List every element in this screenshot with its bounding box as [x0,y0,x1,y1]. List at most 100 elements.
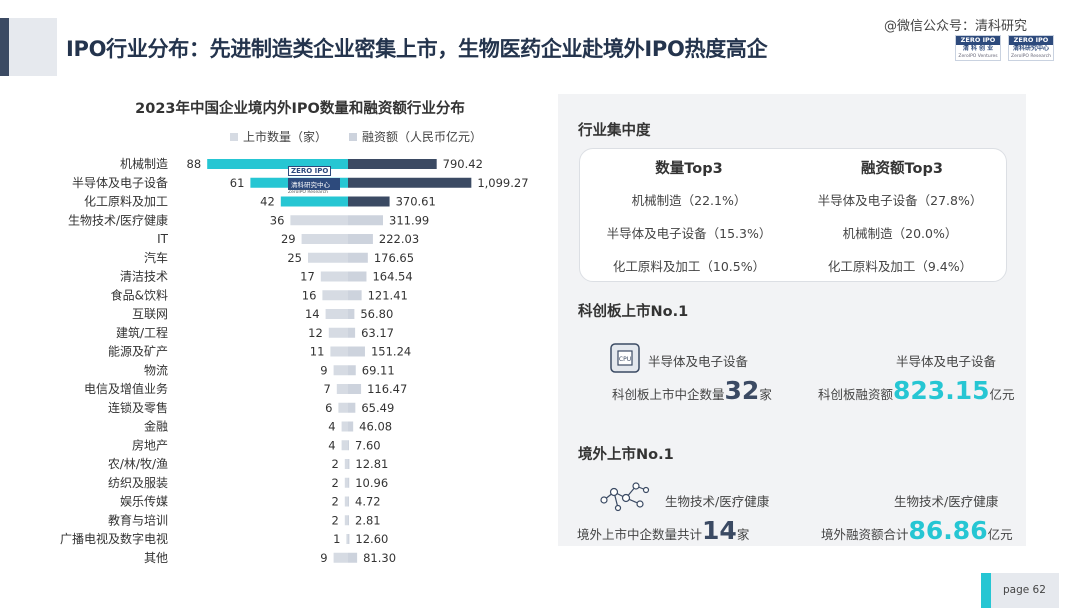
count-bar [344,477,348,488]
amount-bar [348,384,362,394]
amount-data-label: 164.54 [372,270,412,284]
amount-bar [348,515,349,526]
amount-data-label: 69.11 [362,363,395,377]
amount-bar [348,290,362,301]
category-label: 物流 [144,363,168,377]
count-bar [344,515,348,526]
count-data-label: 6 [325,401,332,415]
amount-data-label: 311.99 [389,213,429,227]
count-bar [280,196,348,207]
legend-item-amount: 融资额（人民币亿元） [349,128,482,145]
amount-data-label: 46.08 [359,420,392,434]
count-data-label: 1 [333,532,340,546]
count-top3-item: 半导体及电子设备（15.3%） [606,226,772,241]
star-amount-value: 823.15 [893,376,990,405]
amount-data-label: 222.03 [379,232,419,246]
header-accent-bar [0,18,9,76]
count-data-label: 11 [310,345,325,359]
amount-top3-item: 半导体及电子设备（27.8%） [817,193,983,208]
chart-legend: 上市数量（家） 融资额（人民币亿元） [230,128,482,145]
molecule-network-icon [600,482,650,512]
count-data-label: 4 [328,420,335,434]
amount-data-label: 4.72 [355,495,381,509]
count-data-label: 2 [331,476,338,490]
category-label: 化工原料及加工 [84,195,168,209]
count-bar [341,440,348,451]
amount-bar [348,477,350,488]
category-label: 互联网 [132,307,168,321]
amount-data-label: 790.42 [443,157,483,171]
amount-data-label: 2.81 [355,513,381,527]
count-data-label: 36 [270,213,285,227]
top3-card [579,148,1007,282]
amount-bar [348,252,368,263]
star-count-industry: 半导体及电子设备 [648,354,749,369]
overseas-amount-value: 86.86 [908,516,988,545]
category-label: 食品&饮料 [111,287,168,302]
amount-bar [348,271,367,282]
count-bar [330,346,348,357]
count-bar [346,534,348,544]
category-label: 机械制造 [120,156,168,171]
category-label: 其他 [144,551,168,565]
count-top3-item: 机械制造（22.1%） [631,193,747,208]
amount-bar [348,365,356,376]
count-bar [320,271,348,282]
count-data-label: 12 [308,326,323,340]
star-count-line: 科创板上市中企数量32家 [612,376,772,405]
count-bar [328,327,348,338]
category-label: 连锁及零售 [108,400,168,415]
count-data-label: 9 [320,551,327,565]
legend-swatch-count [230,132,238,141]
category-label: 纺织及服装 [108,476,168,490]
count-bar [333,552,348,563]
category-label: 农/林/牧/渔 [108,457,168,471]
count-data-label: 2 [331,495,338,509]
page-title: IPO行业分布：先进制造类企业密集上市，生物医药企业赴境外IPO热度高企 [66,37,768,61]
overseas-count-line: 境外上市中企数量共计14家 [577,516,750,545]
amount-bar [348,534,350,544]
page-number: page 62 [1003,584,1046,596]
amount-data-label: 56.80 [360,307,393,321]
svg-text:CPU: CPU [619,356,631,363]
category-label: 广播电视及数字电视 [60,531,168,546]
amount-data-label: 65.49 [361,401,394,415]
zeroipo-research-logo: ZERO IPO 清科研究中心 ZeroIPO Research [1008,35,1054,61]
amount-data-label: 10.96 [355,476,388,490]
count-bar [344,496,348,507]
star-amount-industry: 半导体及电子设备 [896,354,997,369]
chart-title: 2023年中国企业境内外IPO数量和融资额行业分布 [135,101,465,117]
category-label: 汽车 [144,250,168,265]
count-data-label: 29 [281,232,296,246]
amount-data-label: 176.65 [374,251,414,265]
amount-bar [348,196,390,207]
category-label: 半导体及电子设备 [72,176,168,190]
count-data-label: 17 [300,270,315,284]
count-data-label: 14 [305,307,320,321]
count-bar [341,421,348,432]
chip-icon: CPU [610,343,640,373]
amount-data-label: 63.17 [361,326,394,340]
concentration-heading: 行业集中度 [578,123,651,139]
count-bar [344,459,348,469]
amount-data-label: 12.81 [355,457,388,471]
legend-item-count: 上市数量（家） [230,128,327,145]
amount-data-label: 81.30 [363,551,396,565]
footer-accent-bar [981,573,991,608]
count-data-label: 9 [320,363,327,377]
star-count-value: 32 [724,376,760,405]
amount-bar [348,177,472,188]
count-data-label: 61 [230,176,245,190]
overseas-amount-line: 境外融资额合计86.86亿元 [821,516,1013,545]
amount-data-label: 370.61 [396,195,436,209]
category-label: IT [157,232,169,246]
count-bar [325,309,348,319]
overseas-amount-industry: 生物技术/医疗健康 [894,494,999,509]
amount-top3-item: 机械制造（20.0%） [842,226,958,241]
amount-bar [348,327,356,338]
category-label: 电信及增值业务 [84,381,168,396]
amount-data-label: 121.41 [368,288,408,302]
amount-bar [348,421,354,432]
count-top3-title: 数量Top3 [655,161,723,177]
count-bar [322,290,348,301]
